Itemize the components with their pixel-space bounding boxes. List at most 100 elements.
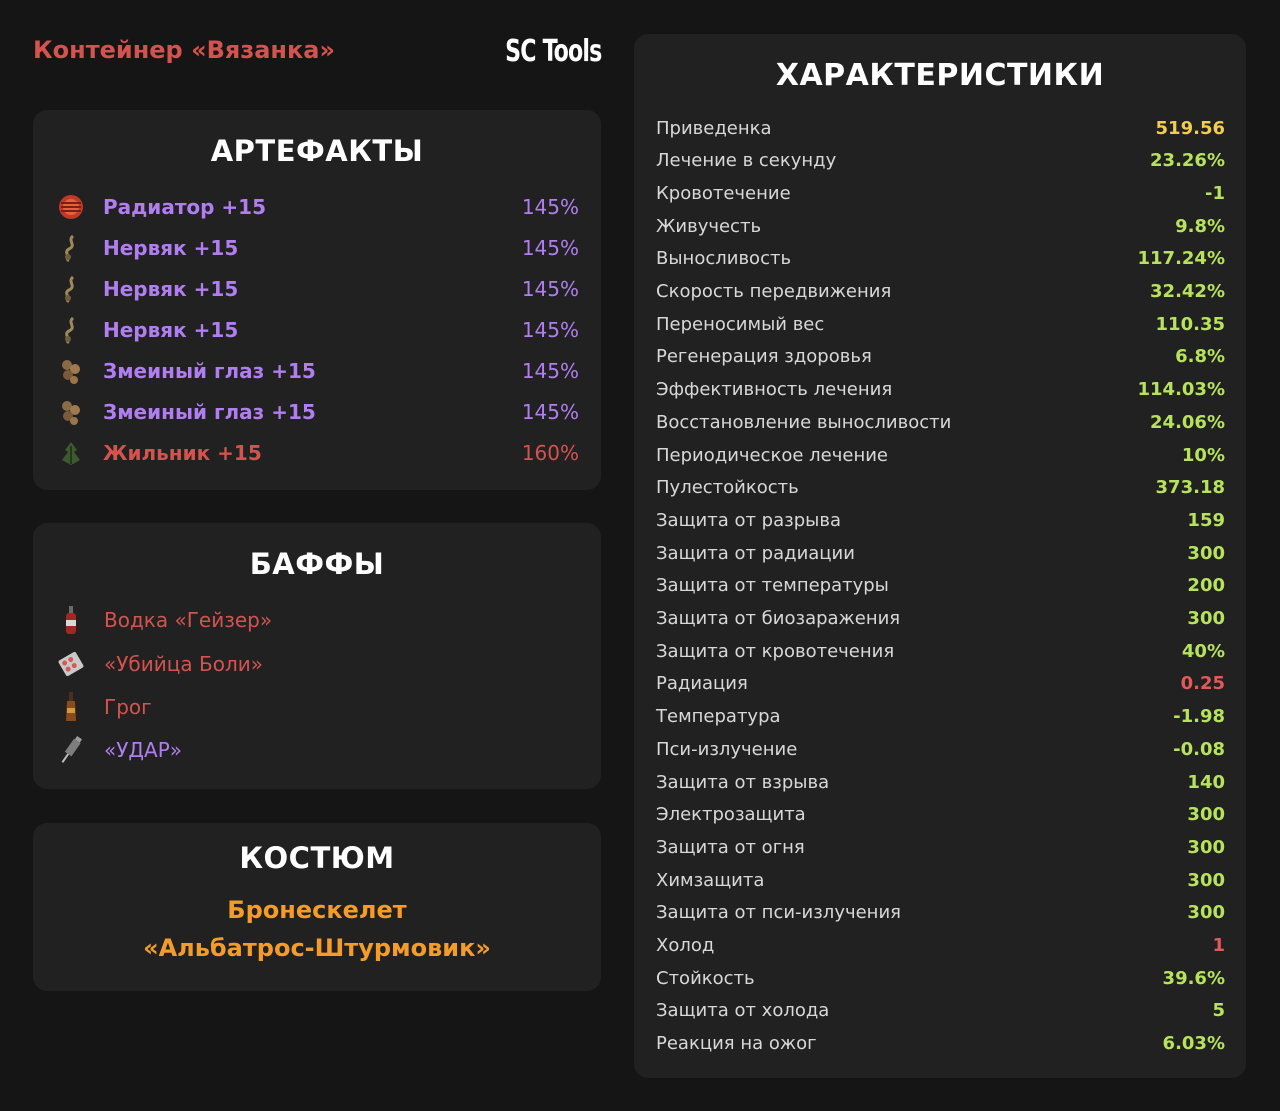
nervyak-artifact-icon bbox=[55, 274, 87, 304]
stat-row: Защита от взрыва 140 bbox=[656, 766, 1225, 798]
stat-value: 117.24% bbox=[1137, 248, 1226, 270]
stat-row: Химзащита 300 bbox=[656, 864, 1225, 896]
artifact-row[interactable]: Змеиный глаз +15 145% bbox=[55, 397, 579, 427]
artifact-row[interactable]: Нервяк +15 145% bbox=[55, 274, 579, 304]
artifact-row[interactable]: Жильник +15 160% bbox=[55, 438, 579, 468]
pill-pack-icon bbox=[55, 647, 87, 681]
stat-value: 9.8% bbox=[1175, 215, 1225, 237]
stat-label: Кровотечение bbox=[656, 182, 791, 204]
artifact-percent: 145% bbox=[521, 400, 579, 424]
stat-row: Периодическое лечение 10% bbox=[656, 439, 1225, 471]
stat-value: 519.56 bbox=[1155, 117, 1225, 139]
suit-panel: КОСТЮМ Бронескелет «Альбатрос-Штурмовик» bbox=[33, 823, 601, 991]
buff-name: «УДАР» bbox=[104, 738, 183, 762]
artifact-row[interactable]: Нервяк +15 145% bbox=[55, 315, 579, 345]
stat-row: Температура -1.98 bbox=[656, 701, 1225, 733]
stat-value: -1.98 bbox=[1173, 706, 1225, 728]
suit-title: КОСТЮМ bbox=[239, 841, 395, 875]
stat-row: Радиация 0.25 bbox=[656, 668, 1225, 700]
artifact-percent: 145% bbox=[521, 236, 579, 260]
grog-bottle-icon bbox=[55, 690, 87, 724]
artifact-row[interactable]: Нервяк +15 145% bbox=[55, 233, 579, 263]
buff-row[interactable]: Грог bbox=[55, 690, 579, 724]
stat-row: Лечение в секунду 23.26% bbox=[656, 145, 1225, 177]
artifact-name: Радиатор +15 bbox=[103, 195, 267, 219]
stat-row: Кровотечение -1 bbox=[656, 177, 1225, 209]
stat-row: Защита от биозаражения 300 bbox=[656, 603, 1225, 635]
stats-panel: ХАРАКТЕРИСТИКИ Приведенка 519.56 Лечение в… bbox=[634, 34, 1246, 1078]
buff-row[interactable]: «Убийца Боли» bbox=[55, 647, 579, 681]
stat-row: Защита от температуры 200 bbox=[656, 570, 1225, 602]
stat-value: 300 bbox=[1187, 869, 1225, 891]
stat-value: 373.18 bbox=[1155, 477, 1225, 499]
artifacts-title: АРТЕФАКТЫ bbox=[210, 134, 424, 168]
stat-label: Защита от радиации bbox=[656, 542, 855, 564]
brand-logo: SC Tools bbox=[504, 34, 602, 69]
stat-value: 300 bbox=[1187, 804, 1225, 826]
container-title: Контейнер «Вязанка» bbox=[33, 36, 336, 64]
stat-value: -0.08 bbox=[1173, 738, 1225, 760]
stat-row: Живучесть 9.8% bbox=[656, 210, 1225, 242]
stat-label: Выносливость bbox=[656, 248, 792, 270]
stat-label: Пси-излучение bbox=[656, 738, 798, 760]
stat-value: 6.8% bbox=[1175, 346, 1225, 368]
stat-label: Защита от пси-излучения bbox=[656, 902, 901, 924]
stat-row: Холод 1 bbox=[656, 930, 1225, 962]
stat-label: Стойкость bbox=[656, 967, 755, 989]
stat-label: Защита от температуры bbox=[656, 575, 889, 597]
stat-row: Эффективность лечения 114.03% bbox=[656, 374, 1225, 406]
stat-value: 10% bbox=[1181, 444, 1225, 466]
vodka-bottle-icon bbox=[55, 603, 87, 637]
stat-label: Холод bbox=[656, 935, 715, 956]
stat-value: 6.03% bbox=[1162, 1033, 1225, 1055]
stat-value: 5 bbox=[1212, 1000, 1225, 1022]
stat-row: Реакция на ожог 6.03% bbox=[656, 1028, 1225, 1060]
stat-value: 300 bbox=[1187, 542, 1225, 564]
stat-row: Стойкость 39.6% bbox=[656, 962, 1225, 994]
buff-name: Грог bbox=[104, 695, 152, 719]
stat-value: 300 bbox=[1187, 836, 1225, 858]
artifact-name: Нервяк +15 bbox=[103, 318, 239, 342]
artifact-row[interactable]: Змеиный глаз +15 145% bbox=[55, 356, 579, 386]
stat-row: Защита от холода 5 bbox=[656, 995, 1225, 1027]
header: Контейнер «Вязанка» SC Tools bbox=[33, 30, 602, 78]
suit-name-line1: Бронескелет bbox=[227, 896, 407, 924]
radiator-artifact-icon bbox=[55, 192, 87, 222]
stat-label: Скорость передвижения bbox=[656, 281, 892, 302]
stat-value: 300 bbox=[1187, 608, 1225, 629]
stat-label: Живучесть bbox=[656, 215, 762, 237]
stat-row: Защита от разрыва 159 bbox=[656, 504, 1225, 536]
stat-value: 0.25 bbox=[1180, 673, 1225, 695]
zhilnik-artifact-icon bbox=[55, 438, 87, 468]
stat-row: Пулестойкость 373.18 bbox=[656, 472, 1225, 504]
stat-value: -1 bbox=[1205, 182, 1225, 204]
stat-label: Периодическое лечение bbox=[656, 444, 889, 466]
stat-value: 1 bbox=[1212, 935, 1225, 956]
artifact-percent: 145% bbox=[521, 359, 579, 383]
stat-value: 40% bbox=[1181, 640, 1225, 662]
stat-label: Восстановление выносливости bbox=[656, 411, 952, 433]
stat-label: Переносимый вес bbox=[656, 313, 825, 335]
stat-row: Защита от кровотечения 40% bbox=[656, 635, 1225, 667]
snake-eye-artifact-icon bbox=[55, 397, 87, 427]
stat-label: Пулестойкость bbox=[656, 477, 799, 499]
stat-value: 23.26% bbox=[1150, 150, 1225, 172]
stat-row: Восстановление выносливости 24.06% bbox=[656, 406, 1225, 438]
stat-row: Скорость передвижения 32.42% bbox=[656, 276, 1225, 308]
artifact-row[interactable]: Радиатор +15 145% bbox=[55, 192, 579, 222]
stat-label: Реакция на ожог bbox=[656, 1033, 817, 1055]
artifacts-panel: АРТЕФАКТЫ Радиатор +15 145% Нервяк +15 1… bbox=[33, 110, 601, 490]
stat-label: Эффективность лечения bbox=[656, 379, 893, 401]
stat-label: Температура bbox=[656, 706, 781, 728]
buff-row[interactable]: «УДАР» bbox=[55, 733, 579, 767]
artifact-percent: 160% bbox=[521, 441, 579, 465]
buff-row[interactable]: Водка «Гейзер» bbox=[55, 603, 579, 637]
stat-row: Электрозащита 300 bbox=[656, 799, 1225, 831]
stat-value: 110.35 bbox=[1155, 313, 1225, 335]
suit-name-line2: «Альбатрос-Штурмовик» bbox=[143, 934, 491, 962]
stat-value: 300 bbox=[1187, 902, 1225, 924]
stat-row: Регенерация здоровья 6.8% bbox=[656, 341, 1225, 373]
stat-label: Защита от огня bbox=[656, 836, 805, 858]
buffs-panel: БАФФЫ Водка «Гейзер» «Убийца Боли» Грог … bbox=[33, 523, 601, 789]
stat-value: 114.03% bbox=[1137, 379, 1226, 401]
